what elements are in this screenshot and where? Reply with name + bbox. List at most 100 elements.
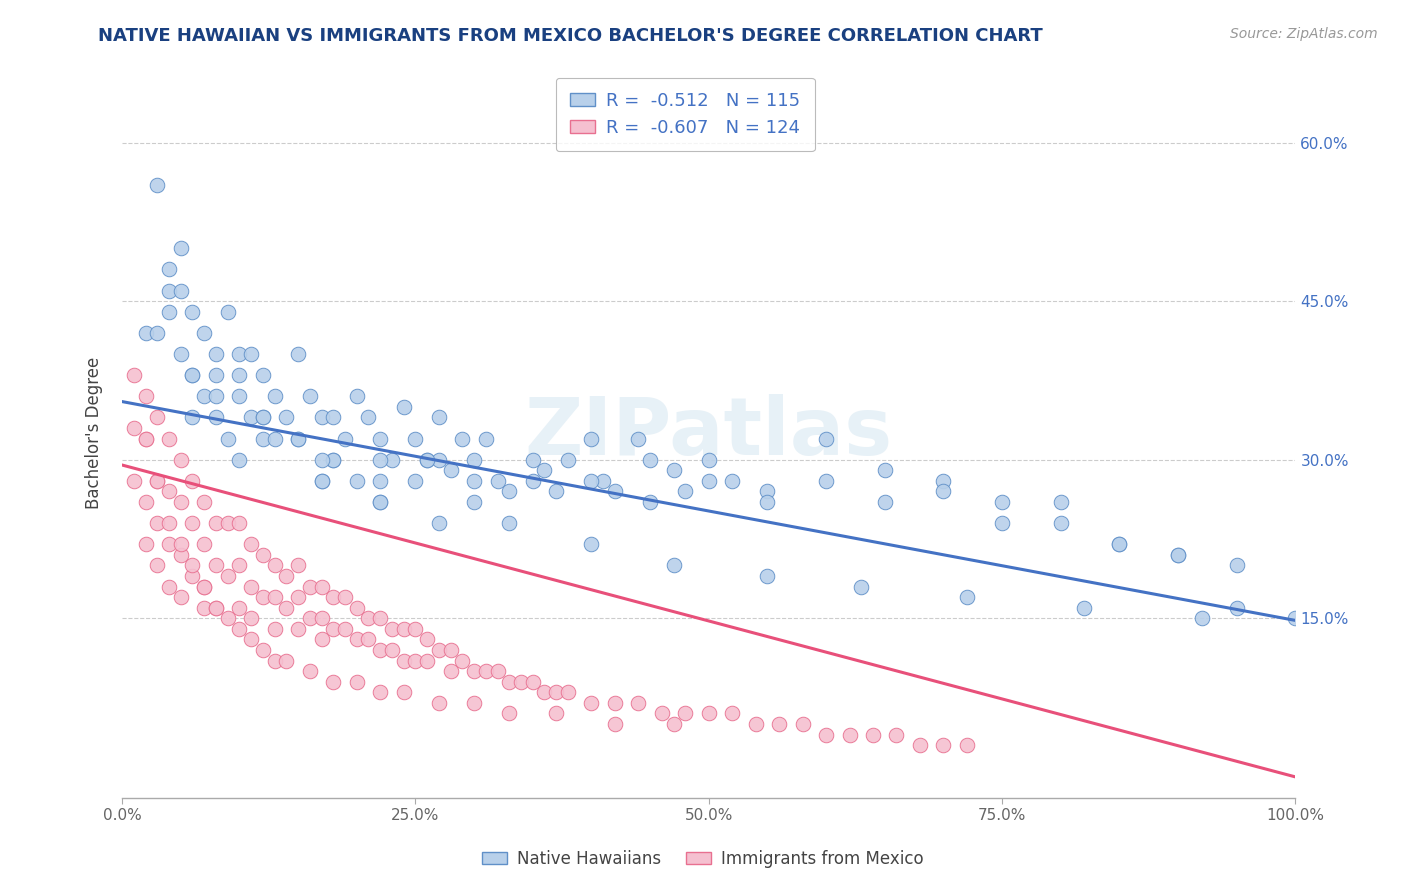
Point bbox=[651, 706, 673, 721]
Point bbox=[463, 664, 485, 678]
Point bbox=[862, 728, 884, 742]
Point bbox=[122, 368, 145, 383]
Point bbox=[311, 474, 333, 488]
Point bbox=[381, 622, 404, 636]
Point bbox=[240, 410, 263, 425]
Point bbox=[873, 463, 896, 477]
Point bbox=[662, 463, 685, 477]
Point bbox=[170, 347, 193, 361]
Point bbox=[157, 484, 180, 499]
Point bbox=[134, 495, 156, 509]
Point bbox=[298, 664, 321, 678]
Point bbox=[557, 452, 579, 467]
Point bbox=[756, 484, 779, 499]
Point bbox=[404, 432, 426, 446]
Point bbox=[157, 516, 180, 531]
Point bbox=[346, 389, 368, 403]
Point bbox=[170, 548, 193, 562]
Point bbox=[146, 178, 169, 192]
Point bbox=[311, 452, 333, 467]
Point bbox=[157, 262, 180, 277]
Point bbox=[346, 474, 368, 488]
Point bbox=[170, 452, 193, 467]
Point bbox=[193, 600, 215, 615]
Point bbox=[228, 347, 250, 361]
Point bbox=[815, 474, 838, 488]
Point bbox=[228, 389, 250, 403]
Point bbox=[146, 326, 169, 340]
Point bbox=[287, 558, 309, 573]
Point bbox=[756, 495, 779, 509]
Point bbox=[522, 674, 544, 689]
Point bbox=[322, 452, 344, 467]
Point bbox=[217, 569, 239, 583]
Point bbox=[627, 432, 650, 446]
Point bbox=[357, 611, 380, 625]
Point bbox=[134, 326, 156, 340]
Point bbox=[252, 643, 274, 657]
Point bbox=[522, 474, 544, 488]
Point bbox=[157, 304, 180, 318]
Point bbox=[193, 495, 215, 509]
Point bbox=[263, 558, 285, 573]
Point bbox=[311, 632, 333, 647]
Point bbox=[193, 580, 215, 594]
Point bbox=[157, 537, 180, 551]
Point bbox=[416, 654, 439, 668]
Point bbox=[333, 622, 356, 636]
Point bbox=[276, 654, 298, 668]
Point bbox=[1049, 495, 1071, 509]
Point bbox=[592, 474, 614, 488]
Point bbox=[368, 432, 391, 446]
Point bbox=[932, 738, 955, 752]
Point bbox=[581, 474, 603, 488]
Point bbox=[815, 432, 838, 446]
Point bbox=[756, 569, 779, 583]
Point bbox=[381, 643, 404, 657]
Point bbox=[146, 474, 169, 488]
Point bbox=[311, 580, 333, 594]
Point bbox=[122, 421, 145, 435]
Point bbox=[205, 600, 228, 615]
Point bbox=[263, 622, 285, 636]
Point bbox=[263, 432, 285, 446]
Point bbox=[638, 495, 661, 509]
Point bbox=[427, 696, 450, 710]
Point bbox=[205, 558, 228, 573]
Point bbox=[581, 696, 603, 710]
Point bbox=[368, 643, 391, 657]
Point bbox=[603, 717, 626, 731]
Point bbox=[357, 632, 380, 647]
Point bbox=[157, 580, 180, 594]
Point bbox=[181, 304, 204, 318]
Point bbox=[205, 347, 228, 361]
Point bbox=[662, 717, 685, 731]
Point bbox=[1049, 516, 1071, 531]
Point bbox=[134, 537, 156, 551]
Point bbox=[322, 622, 344, 636]
Point bbox=[122, 474, 145, 488]
Point bbox=[463, 452, 485, 467]
Point bbox=[956, 738, 979, 752]
Point bbox=[451, 432, 474, 446]
Point bbox=[486, 474, 509, 488]
Point bbox=[498, 516, 520, 531]
Point bbox=[217, 611, 239, 625]
Point bbox=[228, 368, 250, 383]
Point bbox=[298, 580, 321, 594]
Point bbox=[240, 632, 263, 647]
Point bbox=[181, 558, 204, 573]
Text: ZIPatlas: ZIPatlas bbox=[524, 394, 893, 472]
Point bbox=[697, 452, 720, 467]
Point bbox=[1108, 537, 1130, 551]
Point bbox=[205, 516, 228, 531]
Point bbox=[333, 432, 356, 446]
Point bbox=[1191, 611, 1213, 625]
Point bbox=[170, 495, 193, 509]
Point bbox=[546, 685, 568, 699]
Point bbox=[228, 516, 250, 531]
Point bbox=[1167, 548, 1189, 562]
Point bbox=[322, 410, 344, 425]
Point bbox=[886, 728, 908, 742]
Point bbox=[638, 452, 661, 467]
